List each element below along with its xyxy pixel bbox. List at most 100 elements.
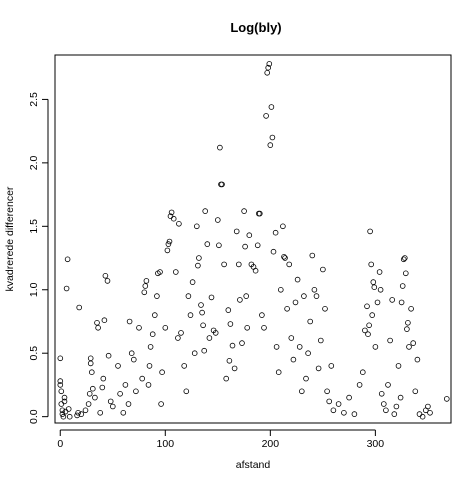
data-point <box>374 299 381 306</box>
data-point <box>223 375 230 382</box>
data-point <box>82 407 89 414</box>
data-point <box>328 363 335 369</box>
data-point <box>97 409 103 416</box>
data-point <box>58 401 65 407</box>
data-point <box>58 388 65 395</box>
data-point <box>244 324 251 331</box>
data-point <box>239 340 245 346</box>
data-point <box>59 407 66 414</box>
data-point <box>200 322 206 329</box>
data-point <box>117 390 123 397</box>
data-point <box>147 344 154 350</box>
data-point <box>162 324 169 331</box>
data-point <box>401 255 408 261</box>
data-point <box>405 319 411 326</box>
data-point <box>94 319 100 326</box>
data-point <box>356 382 363 388</box>
data-point <box>85 401 92 407</box>
data-point <box>282 255 288 261</box>
data-point <box>120 409 127 416</box>
data-point <box>142 283 149 289</box>
data-point <box>237 297 243 303</box>
data-point <box>104 278 111 284</box>
data-point <box>178 330 184 336</box>
data-point <box>105 352 112 359</box>
x-tick-label: 100 <box>157 438 175 450</box>
data-point <box>231 365 238 372</box>
data-point <box>212 330 219 336</box>
data-point <box>270 248 277 255</box>
points-layer <box>57 61 450 420</box>
data-point <box>87 355 94 362</box>
data-point <box>341 409 347 416</box>
data-point <box>265 64 272 71</box>
data-point <box>367 228 373 235</box>
y-axis: 0.0 0.5 1.0 1.5 2.0 2.5 <box>28 92 49 424</box>
data-point <box>95 324 101 331</box>
data-point <box>372 344 379 350</box>
data-point <box>221 261 227 268</box>
data-point <box>195 262 201 269</box>
data-point <box>368 261 375 268</box>
data-point <box>389 297 396 303</box>
data-point <box>330 407 337 414</box>
data-point <box>256 210 263 217</box>
data-point <box>183 388 190 395</box>
data-point <box>199 309 205 316</box>
data-point <box>227 321 234 327</box>
x-axis: 0 100 200 300 <box>57 429 385 450</box>
data-point <box>272 229 279 236</box>
data-point <box>242 243 248 250</box>
data-point <box>128 350 135 357</box>
data-point <box>57 355 64 362</box>
data-point <box>101 317 108 324</box>
data-point <box>313 293 320 299</box>
data-point <box>202 208 209 214</box>
data-point <box>395 363 402 369</box>
y-tick-label: 1.5 <box>28 219 40 234</box>
data-point <box>252 267 259 274</box>
data-point <box>364 303 370 310</box>
data-point <box>102 272 109 279</box>
data-point <box>126 318 133 325</box>
data-point <box>359 369 366 376</box>
data-point <box>61 394 68 401</box>
data-point <box>219 181 225 188</box>
data-point <box>204 241 211 247</box>
data-point <box>122 382 129 388</box>
data-point <box>296 344 303 350</box>
data-point <box>107 398 114 405</box>
data-point <box>78 411 85 417</box>
data-point <box>166 238 173 245</box>
data-point <box>294 276 301 283</box>
data-point <box>351 411 358 417</box>
data-point <box>317 337 324 344</box>
data-point <box>89 369 95 376</box>
data-point <box>419 413 426 420</box>
data-point <box>75 409 81 416</box>
data-point <box>269 134 276 141</box>
data-point <box>335 401 342 407</box>
chart-title: Log(bly) <box>230 20 281 35</box>
data-point <box>175 335 181 341</box>
data-point <box>322 305 328 312</box>
data-point <box>427 409 433 416</box>
data-point <box>404 326 410 332</box>
data-point <box>259 312 265 318</box>
data-point <box>226 357 233 364</box>
data-point <box>157 269 163 275</box>
data-point <box>189 279 196 285</box>
x-tick-label: 300 <box>367 438 385 450</box>
data-point <box>57 378 64 384</box>
data-point <box>400 256 407 263</box>
data-point <box>376 269 383 275</box>
data-point <box>146 363 153 369</box>
x-axis-label: afstand <box>236 459 271 471</box>
data-point <box>136 324 142 331</box>
data-point <box>402 270 409 277</box>
data-point <box>362 327 368 334</box>
data-point <box>393 403 400 410</box>
data-point <box>201 347 208 354</box>
data-point <box>173 269 179 275</box>
